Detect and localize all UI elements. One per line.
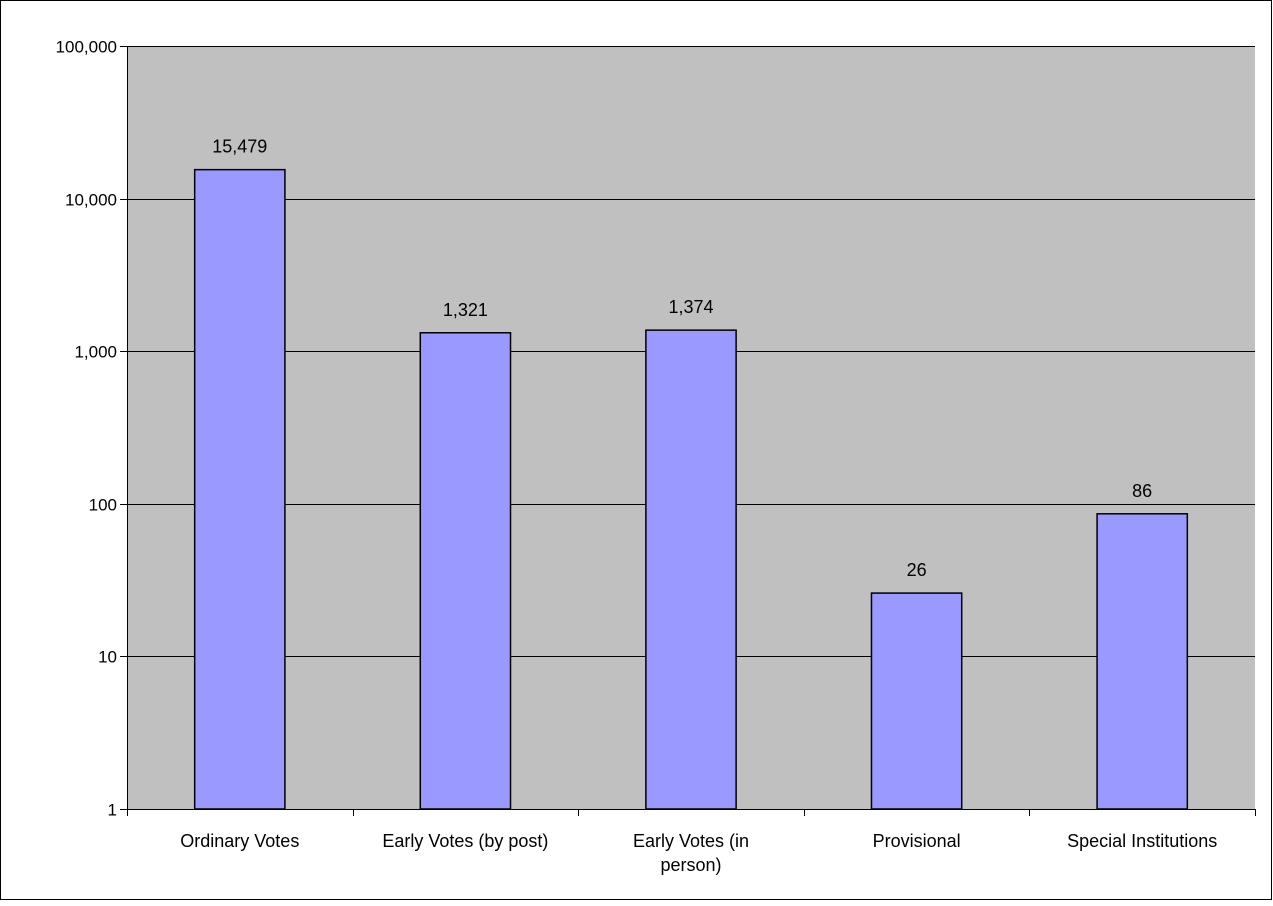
y-tick-label: 100,000	[56, 38, 117, 57]
y-tick-label: 1	[108, 801, 117, 820]
y-tick-label: 10,000	[65, 191, 117, 210]
bar	[193, 168, 286, 810]
x-axis-tick-labels: Ordinary Votes Early Votes (by post) Early…	[180, 831, 1217, 875]
y-axis-tick-labels: 1 10 100 1,000 10,000 100,000	[56, 38, 117, 820]
bar	[870, 592, 963, 810]
bar	[419, 332, 512, 810]
axes	[120, 46, 1256, 816]
y-tick-label: 1,000	[74, 343, 117, 362]
data-label: 26	[907, 560, 927, 580]
x-tick-label: Early Votes (in	[633, 831, 749, 851]
data-labels: 15,479 1,321 1,374 26 86	[212, 137, 1152, 580]
bar	[1096, 513, 1189, 810]
bars	[193, 168, 1189, 810]
data-label: 15,479	[212, 137, 267, 157]
x-tick-label: person)	[660, 855, 721, 875]
x-tick-label: Ordinary Votes	[180, 831, 299, 851]
x-tick-label: Early Votes (by post)	[382, 831, 548, 851]
x-tick-label: Special Institutions	[1067, 831, 1217, 851]
y-tick-label: 100	[89, 496, 117, 515]
bar	[645, 329, 737, 810]
data-label: 86	[1132, 481, 1152, 501]
data-label: 1,321	[443, 300, 488, 320]
y-tick-label: 10	[98, 648, 117, 667]
data-label: 1,374	[668, 297, 713, 317]
x-tick-label: Provisional	[873, 831, 961, 851]
